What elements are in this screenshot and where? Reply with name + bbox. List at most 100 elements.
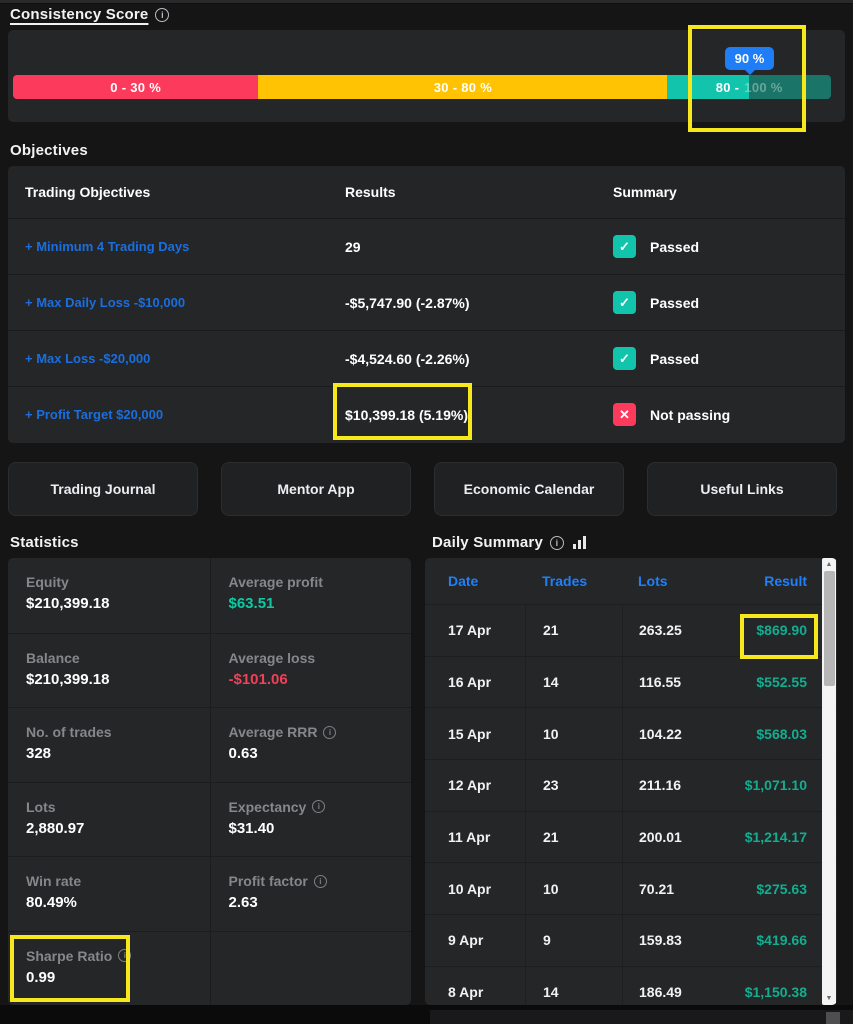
stat-value: 0.63 <box>228 745 258 762</box>
daily-result: $552.55 <box>756 674 807 691</box>
col-result: Result <box>764 573 807 589</box>
stat-equity: Equity $210,399.18 <box>8 558 210 633</box>
daily-summary-header-row: Date Trades Lots Result <box>425 558 837 604</box>
economic-calendar-button[interactable]: Economic Calendar <box>434 462 624 516</box>
daily-date: 15 Apr <box>448 725 492 742</box>
stat-average-rrr: Average RRR 0.63 <box>209 707 411 782</box>
daily-lots: 70.21 <box>622 863 737 915</box>
objective-status: Passed <box>613 235 845 258</box>
check-icon <box>613 291 636 314</box>
consistency-gauge-panel: 90 % 0 - 30 % 30 - 80 % 80 - 100 % <box>8 30 845 122</box>
daily-summary-heading-label: Daily Summary <box>432 534 543 551</box>
consistency-score-title: Consistency Score <box>10 6 170 23</box>
col-trading-objectives: Trading Objectives <box>25 184 151 200</box>
stat-label: No. of trades <box>26 724 112 740</box>
gauge-segment-high: 80 - 100 % <box>667 75 831 99</box>
daily-lots: 211.16 <box>622 760 737 811</box>
stat-label: Average profit <box>228 574 323 590</box>
stat-value: 328 <box>26 745 52 762</box>
col-date: Date <box>448 573 479 589</box>
statistics-title: Statistics <box>10 534 79 551</box>
status-label: Passed <box>650 294 700 311</box>
cutoff-panel-below <box>0 1005 853 1024</box>
daily-result: $869.90 <box>756 622 807 639</box>
daily-lots: 104.22 <box>622 708 737 760</box>
objectives-title: Objectives <box>10 142 88 159</box>
col-summary: Summary <box>613 184 677 200</box>
daily-row-15-apr: 15 Apr 10 104.22 $568.03 <box>425 707 837 760</box>
mentor-app-button[interactable]: Mentor App <box>221 462 411 516</box>
objective-link[interactable]: + Max Loss -$20,000 <box>25 351 151 366</box>
stat-expectancy: Expectancy $31.40 <box>209 781 411 856</box>
info-icon[interactable] <box>118 949 132 962</box>
objective-status: Passed <box>613 291 845 314</box>
objective-status: Passed <box>613 347 845 370</box>
daily-row-17-apr: 17 Apr 21 263.25 $869.90 <box>425 604 837 656</box>
stat-label: Average RRR <box>228 724 318 740</box>
stat-value: -$101.06 <box>228 670 288 688</box>
stat-label: Expectancy <box>228 798 307 815</box>
objective-link[interactable]: + Minimum 4 Trading Days <box>25 239 190 254</box>
scroll-down-icon[interactable] <box>822 992 836 1005</box>
info-icon[interactable] <box>155 7 170 22</box>
info-icon[interactable] <box>549 535 564 550</box>
daily-result: $1,071.10 <box>744 777 807 794</box>
consistency-value-badge: 90 % <box>725 47 774 70</box>
daily-trades: 10 <box>525 863 622 915</box>
x-icon <box>613 403 636 426</box>
objective-link[interactable]: + Max Daily Loss -$10,000 <box>25 295 186 310</box>
objective-result: 29 <box>345 238 361 255</box>
daily-lots: 186.49 <box>622 966 737 1005</box>
useful-links-button[interactable]: Useful Links <box>647 462 837 516</box>
objectives-table: Trading Objectives Results Summary + Min… <box>8 166 845 443</box>
stat-value: $63.51 <box>228 595 275 612</box>
daily-result: $568.03 <box>756 725 807 742</box>
gauge-high-label-right: 100 % <box>744 79 783 95</box>
daily-trades: 10 <box>525 708 622 760</box>
daily-date: 16 Apr <box>448 674 492 691</box>
stat-value: $210,399.18 <box>26 595 110 612</box>
stat-average-profit: Average profit $63.51 <box>209 558 412 633</box>
daily-date: 10 Apr <box>448 880 492 897</box>
daily-row-9-apr: 9 Apr 9 159.83 $419.66 <box>425 914 837 966</box>
daily-row-11-apr: 11 Apr 21 200.01 $1,214.17 <box>425 810 837 863</box>
daily-row-12-apr: 12 Apr 23 211.16 $1,071.10 <box>425 759 837 811</box>
scrollbar-thumb[interactable] <box>823 571 835 686</box>
daily-date: 12 Apr <box>448 777 492 794</box>
info-icon[interactable] <box>323 725 337 739</box>
statistics-panel: Equity $210,399.18 Average profit $63.51… <box>8 558 411 1005</box>
daily-trades: 21 <box>525 811 622 863</box>
stat-balance: Balance $210,399.18 <box>8 632 210 708</box>
gauge-segment-low: 0 - 30 % <box>13 75 259 99</box>
stat-label: Equity <box>26 574 69 590</box>
daily-lots: 116.55 <box>622 656 737 708</box>
daily-row-8-apr: 8 Apr 14 186.49 $1,150.38 <box>425 965 837 1005</box>
daily-summary-table: Date Trades Lots Result 17 Apr 21 263.25… <box>425 558 837 1005</box>
daily-row-10-apr: 10 Apr 10 70.21 $275.63 <box>425 862 837 915</box>
scroll-up-icon[interactable] <box>822 558 836 571</box>
check-icon <box>613 235 636 258</box>
info-icon[interactable] <box>312 800 326 813</box>
col-results: Results <box>345 184 396 200</box>
stat-label: Sharpe Ratio <box>26 947 113 964</box>
stat-profit-factor: Profit factor 2.63 <box>209 856 411 931</box>
objective-status: Not passing <box>613 403 845 426</box>
consistency-score-label[interactable]: Consistency Score <box>10 6 149 23</box>
info-icon[interactable] <box>313 874 327 888</box>
daily-date: 8 Apr <box>448 984 484 1001</box>
stat-win-rate: Win rate 80.49% <box>8 856 210 931</box>
check-icon <box>613 347 636 370</box>
objective-link[interactable]: + Profit Target $20,000 <box>25 407 164 422</box>
objective-row-min-trading-days: + Minimum 4 Trading Days 29 Passed <box>8 218 845 274</box>
trading-journal-button[interactable]: Trading Journal <box>8 462 198 516</box>
bar-chart-icon[interactable] <box>572 536 586 549</box>
daily-trades: 23 <box>525 760 622 811</box>
daily-summary-scrollbar[interactable] <box>822 558 836 1005</box>
stat-empty-cell <box>209 930 411 1005</box>
objective-row-max-daily-loss: + Max Daily Loss -$10,000 -$5,747.90 (-2… <box>8 274 845 330</box>
stat-value: 2.63 <box>228 894 258 911</box>
col-trades: Trades <box>542 573 588 589</box>
objectives-header-row: Trading Objectives Results Summary <box>8 166 845 218</box>
col-lots: Lots <box>638 573 668 589</box>
